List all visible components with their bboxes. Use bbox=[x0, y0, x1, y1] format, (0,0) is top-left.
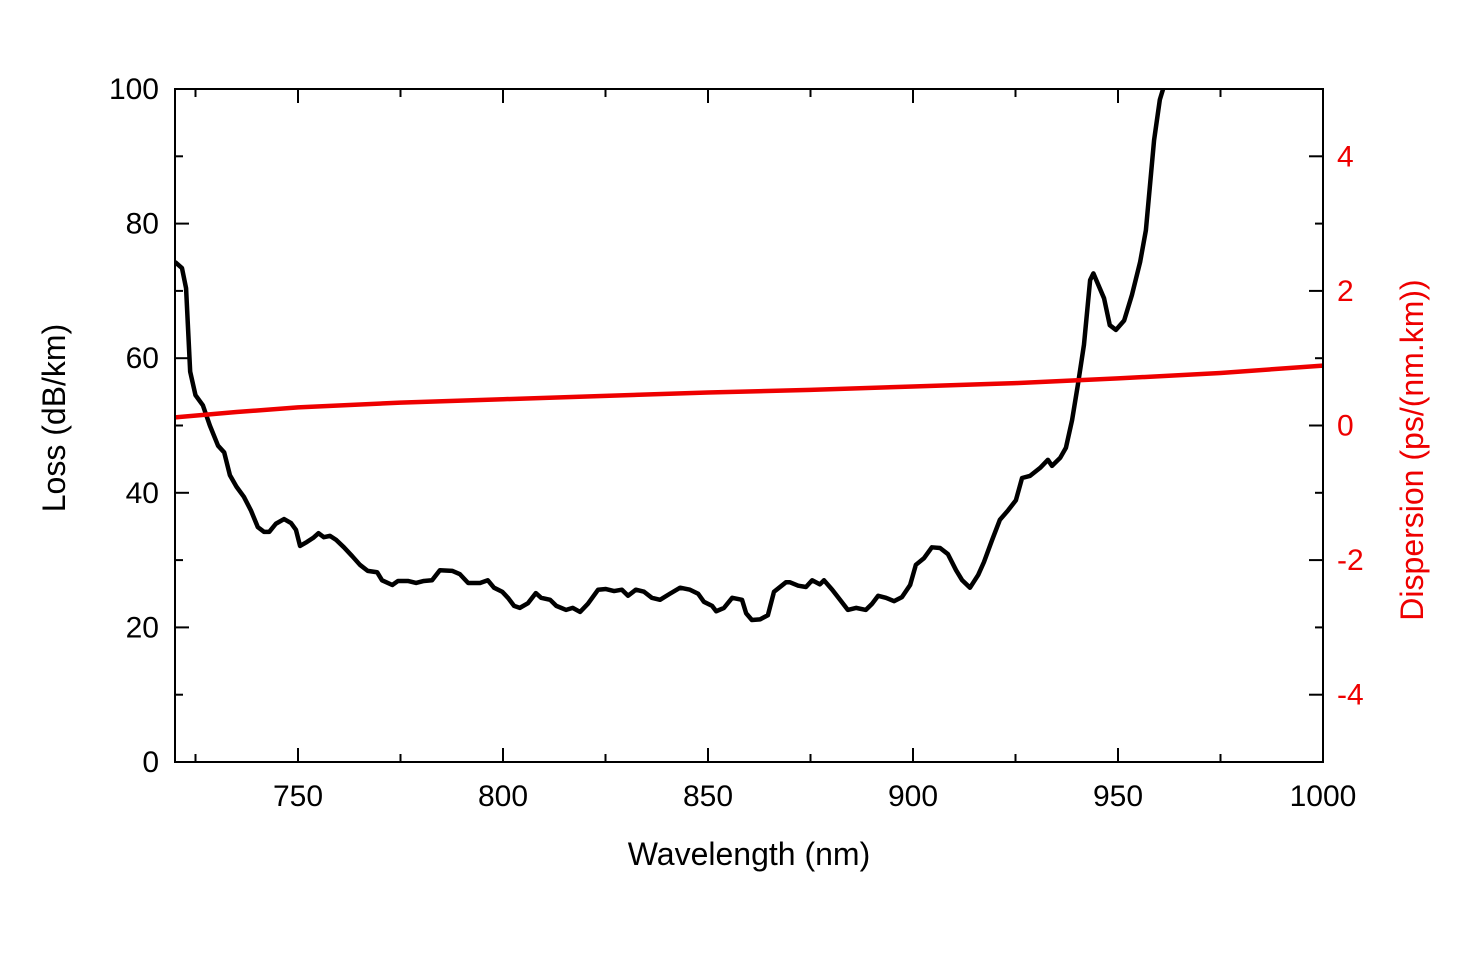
y-tick-label: 20 bbox=[126, 611, 159, 644]
y-tick-label: 80 bbox=[126, 208, 159, 241]
y-tick-label: 0 bbox=[142, 746, 159, 779]
y2-tick-label: 0 bbox=[1337, 410, 1354, 443]
y2-tick-label: 4 bbox=[1337, 140, 1354, 173]
y-axis-label: Loss (dB/km) bbox=[36, 324, 72, 512]
dispersion-line bbox=[175, 363, 1323, 420]
y-tick-label: 100 bbox=[109, 73, 159, 106]
x-tick-label: 900 bbox=[888, 780, 938, 813]
y-tick-label: 40 bbox=[126, 477, 159, 510]
y-tick-label: 60 bbox=[126, 342, 159, 375]
x-tick-label: 750 bbox=[273, 780, 323, 813]
plot-frame bbox=[174, 88, 1324, 763]
x-tick-label: 1000 bbox=[1290, 780, 1357, 813]
x-tick-label: 800 bbox=[478, 780, 528, 813]
x-axis-label: Wavelength (nm) bbox=[628, 836, 870, 872]
x-tick-label: 950 bbox=[1093, 780, 1143, 813]
y2-tick-label: 2 bbox=[1337, 275, 1354, 308]
y2-tick-label: -2 bbox=[1337, 544, 1364, 577]
loss-line bbox=[175, 89, 1166, 623]
x-tick-label: 850 bbox=[683, 780, 733, 813]
y2-tick-label: -4 bbox=[1337, 679, 1364, 712]
y2-axis-label: Dispersion (ps/(nm.km)) bbox=[1394, 279, 1430, 620]
